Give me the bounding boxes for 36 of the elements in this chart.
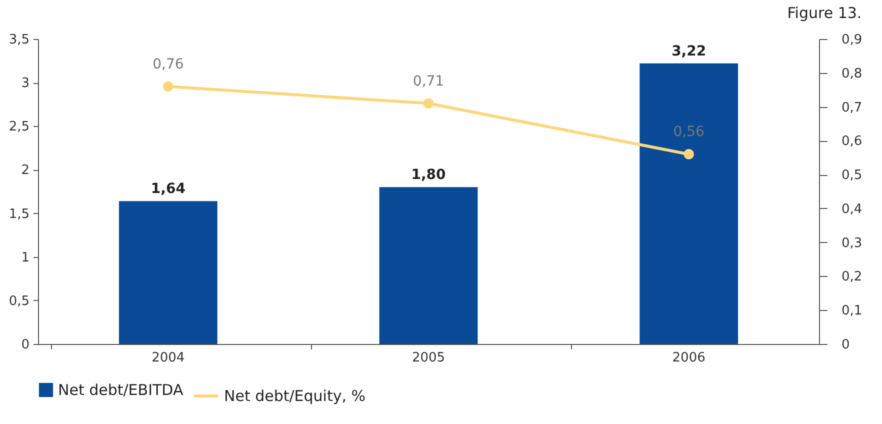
y2-tick-label: 0,5	[842, 168, 862, 184]
y-tick-label: 2,5	[8, 120, 30, 135]
y2-tick-label: 0,6	[842, 134, 862, 150]
y2-tick-label: 0,9	[842, 32, 862, 48]
point	[423, 98, 434, 109]
x-tick-label: 2004	[152, 350, 185, 366]
y2-tick-label: 0	[842, 338, 850, 352]
y-tick-label: 2	[21, 163, 30, 178]
point	[162, 81, 174, 92]
y2-tick-label: 0,7	[842, 100, 862, 116]
data-label: 1,64	[150, 181, 186, 198]
y-tick-label: 1,5	[8, 206, 30, 222]
point	[684, 149, 694, 160]
legend-label: Net debt/EBITDA	[58, 381, 184, 399]
data-label: 1,80	[411, 167, 446, 184]
caption: Figure 13.	[787, 4, 862, 22]
y2-tick-label: 0,2	[842, 270, 862, 285]
y-tick-label: 0	[21, 338, 30, 352]
data-label: 0,76	[152, 56, 184, 72]
y-tick-label: 3	[21, 76, 30, 92]
y-tick-label: 3,5	[8, 32, 30, 48]
y2-tick-label: 0,1	[842, 304, 862, 319]
y-tick-label: 0,5	[8, 294, 30, 309]
bar	[118, 201, 218, 344]
x-tick-label: 2006	[672, 350, 706, 366]
legend-label: Net debt/Equity, %	[224, 387, 366, 405]
bar	[640, 63, 738, 344]
y-tick-label: 1	[21, 250, 30, 266]
data-label: 3,22	[672, 43, 706, 60]
y2-tick-label: 0,3	[842, 236, 862, 251]
data-label: 0,56	[673, 124, 705, 140]
x-tick-label: 2005	[412, 350, 446, 366]
y2-tick-label: 0,4	[842, 202, 862, 217]
bar	[379, 187, 478, 344]
data-label: 0,71	[412, 73, 444, 90]
y2-tick-label: 0,8	[842, 66, 862, 82]
